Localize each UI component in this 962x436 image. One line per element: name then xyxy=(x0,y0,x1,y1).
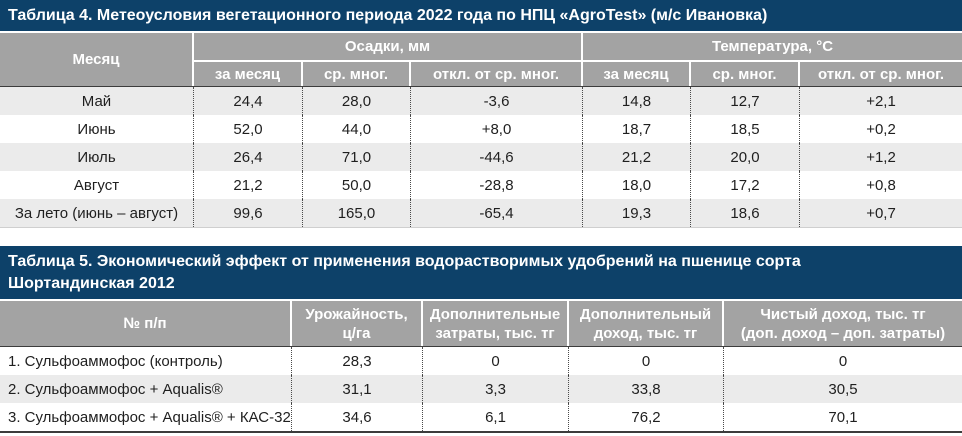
column-header-precip-per-month: за месяц xyxy=(194,62,301,86)
value-cell: 18,6 xyxy=(690,199,799,227)
value-cell: +1,2 xyxy=(799,143,962,171)
value-cell: 19,3 xyxy=(582,199,690,227)
table-row: 2. Сульфоаммофос + Aqualis® 31,1 3,3 33,8 30… xyxy=(0,375,962,403)
value-cell: -44,6 xyxy=(410,143,582,171)
column-header-temp-per-month: за месяц xyxy=(583,62,689,86)
economics-table-body: 1. Сульфоаммофос (контроль) 28,3 0 0 0 2. Сул… xyxy=(0,347,962,433)
value-cell: 26,4 xyxy=(193,143,302,171)
value-cell: 28,3 xyxy=(291,347,422,375)
weather-table-body: Май 24,4 28,0 -3,6 14,8 12,7 +2,1 Июнь 52,0 44,0 +… xyxy=(0,87,962,228)
value-cell: +8,0 xyxy=(410,115,582,143)
value-cell: +2,1 xyxy=(799,87,962,115)
value-cell: 71,0 xyxy=(302,143,410,171)
value-cell: 3,3 xyxy=(422,375,568,403)
value-cell: 18,5 xyxy=(690,115,799,143)
value-cell: 12,7 xyxy=(690,87,799,115)
value-cell: -3,6 xyxy=(410,87,582,115)
month-cell: Май xyxy=(0,87,193,115)
value-cell: 28,0 xyxy=(302,87,410,115)
treatment-cell: 1. Сульфоаммофос (контроль) xyxy=(8,352,223,370)
value-cell: +0,7 xyxy=(799,199,962,227)
value-cell: 31,1 xyxy=(291,375,422,403)
value-cell: 165,0 xyxy=(302,199,410,227)
column-header-yield: Урожайность, ц/га xyxy=(292,301,421,346)
table-row: 1. Сульфоаммофос (контроль) 28,3 0 0 0 xyxy=(0,347,962,375)
value-cell: 14,8 xyxy=(582,87,690,115)
value-cell: 17,2 xyxy=(690,171,799,199)
value-cell: 21,2 xyxy=(582,143,690,171)
weather-table: Таблица 4. Метеоусловия вегетационного п… xyxy=(0,0,962,228)
treatment-cell: 2. Сульфоаммофос + Aqualis® xyxy=(0,375,291,403)
column-header-extra-income: Дополнительный доход, тыс. тг xyxy=(569,301,722,346)
table-row: Август 21,2 50,0 -28,8 18,0 17,2 +0,8 xyxy=(0,171,962,199)
month-cell: За лето (июнь – август) xyxy=(0,199,193,227)
month-cell: Июнь xyxy=(77,120,116,138)
table-row: Май 24,4 28,0 -3,6 14,8 12,7 +2,1 xyxy=(0,87,962,115)
economics-table-title: Таблица 5. Экономический эффект от приме… xyxy=(0,246,962,299)
column-header-precip-avg: ср. мног. xyxy=(303,62,409,86)
economics-table: Таблица 5. Экономический эффект от приме… xyxy=(0,246,962,433)
value-cell: 20,0 xyxy=(690,143,799,171)
value-cell: 99,6 xyxy=(193,199,302,227)
column-header-net-income: Чистый доход, тыс. тг (доп. доход – доп.… xyxy=(724,301,962,346)
value-cell: -65,4 xyxy=(410,199,582,227)
value-cell: 24,4 xyxy=(193,87,302,115)
value-cell: 0 xyxy=(723,347,962,375)
treatment-cell: 3. Сульфоаммофос + Aqualis® + КАС-32 xyxy=(8,408,291,426)
value-cell: 0 xyxy=(422,347,568,375)
column-group-temperature: Температура, °С xyxy=(583,33,962,60)
value-cell: 76,2 xyxy=(568,403,723,431)
value-cell: -28,8 xyxy=(410,171,582,199)
month-cell: Июль xyxy=(0,143,193,171)
value-cell: 44,0 xyxy=(302,115,410,143)
value-cell: 30,5 xyxy=(723,375,962,403)
column-header-extra-costs: Дополнительные затраты, тыс. тг xyxy=(423,301,567,346)
column-header-temp-avg: ср. мног. xyxy=(691,62,798,86)
economics-table-header: № п/п Урожайность, ц/га Дополнительные з… xyxy=(0,301,962,347)
column-header-precip-deviation: откл. от ср. мног. xyxy=(411,62,581,86)
value-cell: 18,0 xyxy=(582,171,690,199)
column-header-number: № п/п xyxy=(0,301,290,346)
column-header-month: Месяц xyxy=(0,33,192,86)
month-cell: Август xyxy=(73,176,120,194)
value-cell: 52,0 xyxy=(193,115,302,143)
table-row: За лето (июнь – август) 99,6 165,0 -65,4 19,… xyxy=(0,199,962,227)
column-header-temp-deviation: откл. от ср. мног. xyxy=(800,62,962,86)
weather-table-title: Таблица 4. Метеоусловия вегетационного п… xyxy=(0,0,962,31)
value-cell: +0,8 xyxy=(799,171,962,199)
value-cell: 6,1 xyxy=(422,403,568,431)
value-cell: +0,2 xyxy=(799,115,962,143)
value-cell: 21,2 xyxy=(193,171,302,199)
weather-table-header: Месяц Осадки, мм Температура, °С за меся… xyxy=(0,33,962,87)
value-cell: 50,0 xyxy=(302,171,410,199)
column-group-precipitation: Осадки, мм xyxy=(194,33,581,60)
value-cell: 70,1 xyxy=(723,403,962,431)
table-row: 3. Сульфоаммофос + Aqualis® + КАС-32 34,6… xyxy=(0,403,962,431)
value-cell: 34,6 xyxy=(291,403,422,431)
table-row: Июль 26,4 71,0 -44,6 21,2 20,0 +1,2 xyxy=(0,143,962,171)
table-row: Июнь 52,0 44,0 +8,0 18,7 18,5 +0,2 xyxy=(0,115,962,143)
value-cell: 33,8 xyxy=(568,375,723,403)
value-cell: 18,7 xyxy=(582,115,690,143)
value-cell: 0 xyxy=(568,347,723,375)
